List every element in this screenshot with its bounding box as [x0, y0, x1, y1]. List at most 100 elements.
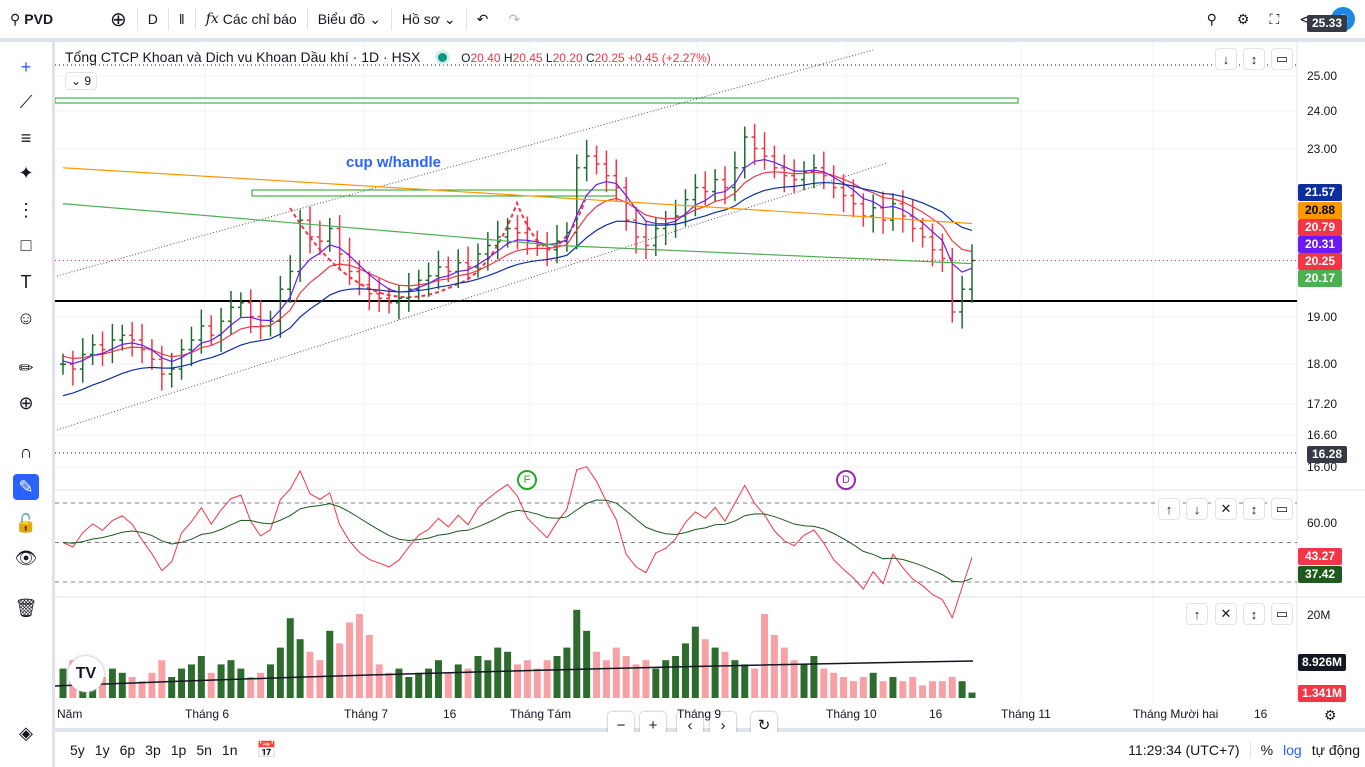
price-label-top-value: 25.33 — [1307, 15, 1347, 32]
undo-button[interactable]: ↶ — [467, 0, 499, 38]
rsi-collapse-button[interactable]: ↕ — [1243, 498, 1265, 520]
unlock-icon[interactable]: 🔓 — [14, 512, 38, 533]
zoom-in-icon[interactable]: ⊕ — [18, 392, 34, 413]
time-tick: 16 — [1254, 707, 1268, 721]
symbol-search[interactable]: ⚲ PVD — [0, 0, 100, 38]
volume-bar — [178, 668, 186, 698]
volume-bar — [237, 668, 245, 698]
magnet-icon[interactable]: ∩ — [19, 441, 33, 462]
layers-icon[interactable]: ◈ — [19, 722, 33, 743]
volume-bar — [879, 681, 887, 698]
percent-toggle[interactable]: % — [1249, 741, 1273, 758]
fib-icon[interactable]: ≡ — [20, 127, 32, 148]
interval-button[interactable]: D — [147, 11, 158, 27]
rsi-down-button[interactable]: ↓ — [1186, 498, 1208, 520]
volume-up-button[interactable]: ↑ — [1186, 603, 1208, 625]
shape-icon[interactable]: □ — [20, 234, 32, 255]
event-marker-f[interactable]: F — [517, 470, 537, 490]
quick-search-button[interactable]: ⚲ — [1197, 0, 1227, 38]
share-button[interactable]: ⊲ — [1289, 0, 1321, 38]
volume-bar — [642, 660, 650, 698]
price-tick: 17.20 — [1307, 397, 1338, 411]
volume-bar — [257, 672, 265, 698]
chart-type-button[interactable]: ‖ — [169, 0, 195, 38]
price-tick: 24.00 — [1307, 104, 1338, 118]
ma-5 — [62, 158, 973, 365]
trendline-icon[interactable]: ⟋ — [19, 91, 33, 112]
volume-bar — [99, 677, 107, 698]
event-marker-d[interactable]: D — [836, 470, 856, 490]
volume-bar — [296, 639, 304, 698]
volume-bar — [523, 660, 531, 698]
volume-bar — [346, 622, 354, 698]
volume-close-button[interactable]: ✕ — [1215, 603, 1237, 625]
range-1y[interactable]: 1y — [94, 741, 110, 758]
collapse-pane-button[interactable]: ↕ — [1243, 48, 1265, 70]
volume-bar — [810, 656, 818, 698]
chart-canvas[interactable] — [55, 42, 1365, 728]
pattern-icon[interactable]: ✦ — [18, 162, 34, 183]
volume-bar — [849, 681, 857, 698]
lock-drawing-icon[interactable]: ✎ — [13, 474, 39, 500]
volume-bar — [425, 668, 433, 698]
price-tick: 18.00 — [1307, 357, 1338, 371]
volume-bar — [395, 668, 403, 698]
volume-maximize-button[interactable]: ▭ — [1271, 603, 1293, 625]
chart-area[interactable]: Tổng CTCP Khoan và Dich vu Khoan Dầu khí… — [55, 42, 1365, 738]
volume-bar — [543, 660, 551, 698]
volume-bar — [415, 672, 423, 698]
settings-button[interactable]: ⚙ — [1227, 0, 1260, 38]
projection-icon[interactable]: ⋮ — [17, 199, 35, 220]
volume-bar — [899, 681, 907, 698]
search-icon: ⚲ — [10, 10, 21, 27]
volume-bar — [711, 647, 719, 698]
range-3p[interactable]: 3p — [145, 741, 161, 758]
volume-tick: 20M — [1307, 608, 1331, 622]
rsi-line — [62, 466, 973, 619]
volume-bar — [820, 668, 828, 698]
search-icon: ⚲ — [1206, 10, 1217, 27]
crosshair-icon[interactable]: + — [20, 56, 32, 77]
emoji-icon[interactable]: ☺ — [16, 307, 36, 328]
volume-collapse-button[interactable]: ↕ — [1243, 603, 1265, 625]
volume-bar — [138, 681, 146, 698]
indicators-button[interactable]: fx Các chỉ báo — [196, 0, 307, 38]
axis-settings-icon[interactable]: ⚙ — [1324, 707, 1337, 723]
close-value: 20.25 — [594, 51, 625, 65]
collapse-indicators-button[interactable]: ⌄ 9 — [65, 72, 98, 90]
compare-button[interactable]: ⊕ — [100, 0, 137, 38]
eye-icon[interactable]: 👁 — [14, 547, 38, 568]
time-tick: Tháng 7 — [344, 707, 389, 721]
volume-bar — [573, 609, 581, 698]
range-1p[interactable]: 1p — [170, 741, 187, 758]
range-5y[interactable]: 5y — [70, 741, 85, 758]
trash-icon[interactable]: 🗑 — [14, 597, 38, 618]
auto-toggle[interactable]: tự động — [1311, 741, 1360, 758]
maximize-pane-button[interactable]: ▭ — [1271, 48, 1293, 70]
rsi-close-button[interactable]: ✕ — [1215, 498, 1237, 520]
redo-button[interactable]: ↷ — [498, 0, 530, 38]
volume-bar — [355, 614, 363, 698]
profile-label: Hồ sơ — [401, 11, 440, 27]
layout-menu[interactable]: Biểu đồ ⌄ — [308, 0, 391, 38]
chart-label: Biểu đồ — [317, 11, 366, 27]
rsi-maximize-button[interactable]: ▭ — [1271, 498, 1293, 520]
range-6p[interactable]: 6p — [119, 741, 136, 758]
rsi-up-button[interactable]: ↑ — [1158, 498, 1180, 520]
log-toggle[interactable]: log — [1283, 741, 1302, 758]
volume-bar — [761, 614, 769, 698]
fullscreen-button[interactable]: ⛶ — [1259, 0, 1289, 38]
calendar-icon[interactable]: 📅 — [256, 741, 277, 759]
tradingview-logo[interactable]: TV — [68, 656, 104, 692]
volume-bar — [691, 626, 699, 698]
ma-100 — [62, 203, 973, 265]
range-1n[interactable]: 1n — [221, 741, 238, 758]
range-5n[interactable]: 5n — [196, 741, 212, 758]
profile-menu[interactable]: Hồ sơ ⌄ — [392, 0, 466, 38]
volume-bar — [751, 668, 759, 698]
ruler-icon[interactable]: ✏ — [18, 357, 34, 378]
move-down-button[interactable]: ↓ — [1215, 48, 1237, 70]
cup-handle-annotation[interactable]: cup w/handle — [346, 154, 442, 171]
text-icon[interactable]: T — [20, 271, 32, 292]
open-value: 20.40 — [470, 51, 501, 65]
